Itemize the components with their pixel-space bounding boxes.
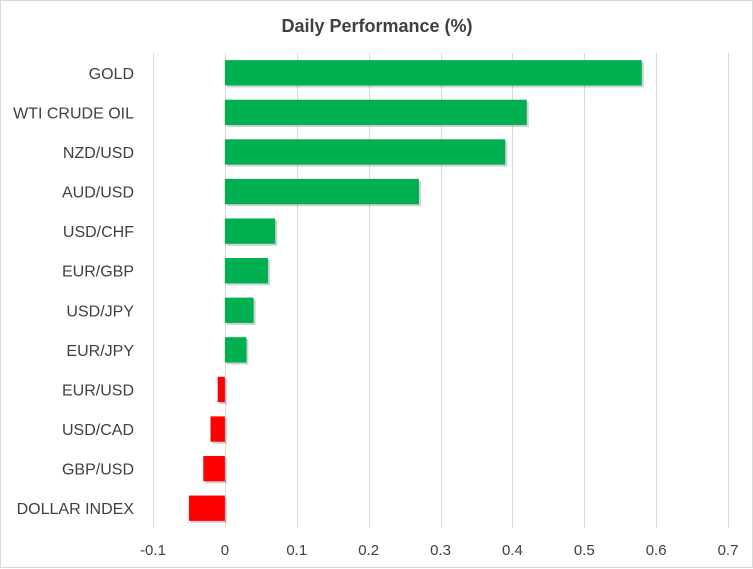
bar-eur-jpy bbox=[224, 337, 247, 363]
bars bbox=[188, 60, 644, 523]
x-tick-label: 0.5 bbox=[574, 542, 595, 559]
x-tick-label: 0.3 bbox=[430, 542, 451, 559]
bar-usd-cad bbox=[210, 416, 225, 442]
bar-gbp-usd bbox=[203, 455, 225, 482]
category-label: EUR/JPY bbox=[66, 343, 134, 360]
x-tick-label: 0.4 bbox=[502, 542, 523, 559]
bar-eur-usd bbox=[217, 376, 225, 403]
x-tick-label: 0.1 bbox=[286, 542, 307, 559]
gridlines bbox=[153, 53, 729, 528]
bar-usd-jpy bbox=[224, 297, 254, 323]
chart-title: Daily Performance (%) bbox=[281, 16, 472, 36]
category-label: EUR/GBP bbox=[62, 264, 134, 281]
category-label: USD/CAD bbox=[62, 422, 134, 439]
bar-aud-usd bbox=[224, 178, 419, 205]
bar-gold bbox=[224, 60, 642, 86]
bar-wti-crude-oil bbox=[224, 99, 527, 126]
x-tick-label: 0.7 bbox=[718, 542, 739, 559]
category-label: USD/JPY bbox=[66, 303, 134, 320]
category-label: GBP/USD bbox=[62, 462, 134, 479]
category-label: GOLD bbox=[89, 66, 134, 83]
category-label: NZD/USD bbox=[63, 145, 134, 162]
bar-usd-chf bbox=[224, 218, 276, 244]
bar-dollar-index bbox=[188, 495, 225, 521]
bar-nzd-usd bbox=[224, 139, 506, 165]
category-label: AUD/USD bbox=[62, 185, 134, 202]
x-tick-label: 0 bbox=[221, 542, 229, 559]
category-labels: GOLD WTI CRUDE OIL NZD/USD AUD/USD USD/CHF EU… bbox=[13, 66, 134, 518]
x-tick-label: 0.6 bbox=[646, 542, 667, 559]
bar-eur-gbp bbox=[224, 258, 268, 284]
x-tick-label: 0.2 bbox=[358, 542, 379, 559]
x-axis-tick-labels: -0.1 0 0.1 0.2 0.3 0.4 0.5 0.6 0.7 bbox=[140, 542, 738, 559]
category-label: EUR/USD bbox=[62, 382, 134, 399]
category-label: DOLLAR INDEX bbox=[17, 501, 135, 518]
x-tick-label: -0.1 bbox=[140, 542, 166, 559]
category-label: USD/CHF bbox=[63, 224, 134, 241]
category-label: WTI CRUDE OIL bbox=[13, 105, 134, 122]
